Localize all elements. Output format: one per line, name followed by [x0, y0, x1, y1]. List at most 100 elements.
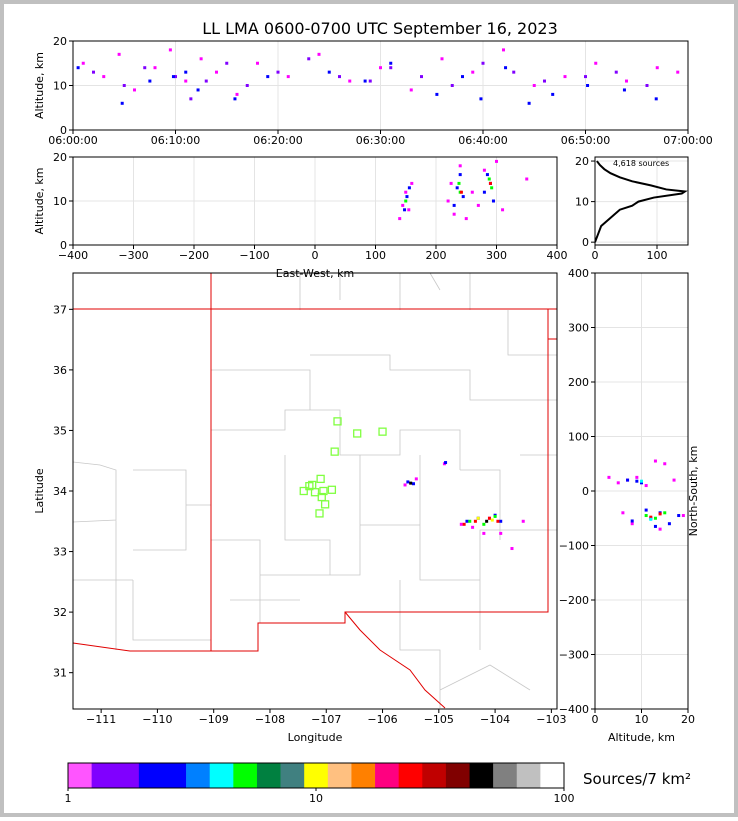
y-tick-label: 10 [53, 195, 67, 208]
y-tick-label: 10 [53, 80, 67, 93]
source-point [461, 75, 464, 79]
source-point [482, 531, 486, 535]
source-point [644, 484, 648, 488]
panel: −400 −300 −200 −100 0 100 200 300 40001020East-W… [33, 151, 568, 280]
y-tick-label: 33 [53, 546, 67, 559]
source-point [630, 522, 634, 526]
source-point [502, 48, 505, 52]
x-tick-label: 0 [592, 713, 599, 726]
source-point [468, 519, 472, 523]
source-point [233, 97, 237, 101]
source-point [510, 547, 514, 551]
y-axis-label: Latitude [33, 468, 46, 514]
source-point [586, 84, 590, 87]
x-tick-label: 100 [365, 249, 386, 262]
station [320, 500, 330, 509]
y-tick-label: −300 [559, 649, 589, 662]
source-point [645, 84, 649, 87]
source-point [481, 61, 485, 65]
x-tick-label: −111 [86, 713, 116, 726]
source-point [551, 92, 555, 96]
source-point [521, 519, 525, 523]
station [353, 429, 362, 438]
x-tick-label: −109 [199, 713, 229, 726]
source-point [635, 479, 639, 483]
station [319, 486, 328, 496]
source-point [512, 70, 516, 74]
source-point [473, 519, 477, 523]
y-axis-label: North-South, km [687, 446, 700, 537]
source-point [476, 203, 480, 207]
station [315, 509, 324, 518]
y-tick-label: 0 [582, 485, 589, 498]
y-tick-label: 400 [568, 267, 589, 280]
source-point [153, 66, 157, 70]
colorbar-swatch [304, 763, 329, 788]
source-point [479, 97, 483, 101]
source-point [117, 52, 121, 56]
x-tick-label: 400 [547, 249, 568, 262]
x-tick-label: 06:00:00 [48, 134, 97, 147]
map-lines [72, 272, 557, 708]
colorbar-swatch [540, 763, 565, 788]
y-tick-label: 100 [568, 431, 589, 444]
source-point [677, 514, 681, 518]
source-point [625, 79, 628, 83]
colorbar-swatch [493, 763, 518, 788]
source-point [465, 519, 469, 523]
source-point [266, 75, 270, 79]
colorbar-swatch [68, 763, 92, 788]
source-point [403, 208, 407, 212]
axes-frame [72, 272, 558, 710]
y-tick-label: 36 [53, 364, 67, 377]
source-point [407, 208, 411, 212]
y-tick-label: 300 [568, 322, 589, 335]
source-point [405, 195, 409, 199]
source-point [168, 48, 172, 52]
source-point [457, 181, 461, 185]
y-tick-label: −100 [559, 540, 589, 553]
x-tick-label: −103 [536, 713, 566, 726]
source-point [398, 217, 402, 221]
source-point [470, 190, 474, 194]
source-point [485, 173, 489, 177]
source-point [532, 84, 536, 87]
source-point [488, 181, 492, 185]
marks [607, 459, 685, 531]
source-point [368, 79, 372, 83]
source-point [148, 79, 152, 83]
source-point [525, 177, 529, 181]
source-point [404, 190, 408, 194]
station [327, 485, 337, 494]
source-point [487, 516, 491, 520]
y-tick-label: −400 [559, 703, 589, 716]
y-tick-label: 35 [53, 424, 67, 437]
source-point [307, 57, 311, 61]
source-point [672, 478, 676, 482]
station [299, 486, 308, 496]
source-point [189, 97, 193, 101]
colorbar-label: Sources/7 km² [583, 770, 691, 788]
source-point [462, 522, 466, 526]
source-point [482, 190, 486, 194]
x-tick-label: 07:00:00 [663, 134, 712, 147]
colorbar-swatch [233, 763, 258, 788]
source-point [440, 57, 444, 61]
station [305, 482, 314, 491]
histogram-line [595, 160, 688, 243]
colorbar-swatch [445, 763, 470, 788]
y-tick-label: 0 [582, 236, 589, 249]
source-point [640, 481, 643, 485]
chart-title: LL LMA 0600-0700 UTC September 16, 2023 [202, 19, 558, 38]
source-point [184, 70, 188, 74]
y-axis-label: Altitude, km [33, 52, 46, 119]
source-point [410, 181, 414, 185]
source-point [403, 483, 407, 487]
source-point [81, 61, 85, 65]
source-point [171, 75, 175, 79]
colorbar-swatch [209, 763, 234, 788]
source-point [245, 84, 249, 87]
colorbar-swatch [398, 763, 423, 788]
source-point [338, 75, 341, 79]
